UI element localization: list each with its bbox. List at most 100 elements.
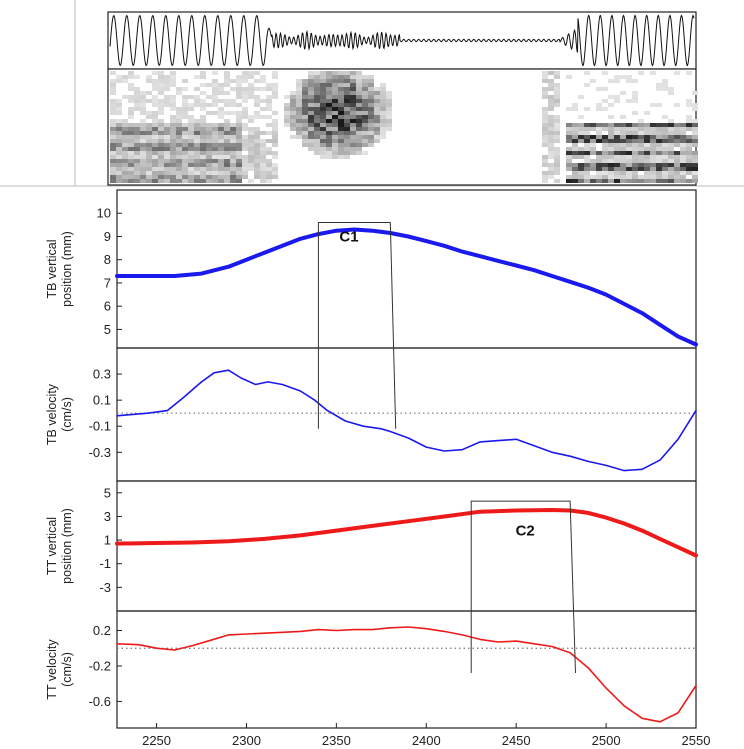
- spectrogram-cell: [254, 175, 260, 179]
- spectrogram-cell: [326, 135, 332, 139]
- spectrogram-cell: [242, 75, 248, 79]
- spectrogram-cell: [542, 175, 548, 179]
- spectrogram-cell: [140, 95, 146, 99]
- spectrogram-cell: [572, 151, 578, 155]
- spectrogram-cell: [332, 147, 338, 151]
- spectrogram-cell: [554, 103, 560, 107]
- spectrogram-cell: [110, 99, 116, 103]
- spectrogram-cell: [674, 167, 680, 171]
- spectrogram-cell: [200, 171, 206, 175]
- spectrogram-cell: [566, 175, 572, 179]
- spectrogram-cell: [122, 143, 128, 147]
- spectrogram-cell: [194, 95, 200, 99]
- spectrogram-cell: [116, 159, 122, 163]
- spectrogram-cell: [110, 175, 116, 179]
- spectrogram-cell: [260, 99, 266, 103]
- spectrogram-cell: [176, 159, 182, 163]
- spectrogram-cell: [128, 115, 134, 119]
- spectrogram-cell: [554, 87, 560, 91]
- spectrogram-cell: [362, 111, 368, 115]
- spectrogram-cell: [116, 111, 122, 115]
- spectrogram-cell: [290, 123, 296, 127]
- spectrogram-cell: [272, 131, 278, 135]
- spectrogram-cell: [182, 103, 188, 107]
- spectrogram-cell: [272, 127, 278, 131]
- spectrogram-cell: [680, 155, 686, 159]
- spectrogram-cell: [596, 127, 602, 131]
- spectrogram-cell: [668, 179, 674, 183]
- spectrogram-cell: [686, 163, 692, 167]
- spectrogram-cell: [374, 123, 380, 127]
- spectrogram-cell: [224, 131, 230, 135]
- spectrogram-cell: [146, 167, 152, 171]
- spectrogram-cell: [176, 163, 182, 167]
- spectrogram-cell: [188, 103, 194, 107]
- y-tick-label: 9: [104, 229, 111, 244]
- spectrogram-cell: [344, 95, 350, 99]
- y-tick-label: 6: [104, 299, 111, 314]
- spectrogram-cell: [674, 127, 680, 131]
- spectrogram-cell: [638, 143, 644, 147]
- spectrogram-cell: [116, 151, 122, 155]
- spectrogram-cell: [326, 111, 332, 115]
- spectrogram-cell: [656, 131, 662, 135]
- spectrogram-cell: [614, 139, 620, 143]
- spectrogram-cell: [326, 143, 332, 147]
- spectrogram-cell: [668, 87, 674, 91]
- spectrogram-cell: [686, 155, 692, 159]
- spectrogram-cell: [674, 139, 680, 143]
- spectrogram-cell: [368, 99, 374, 103]
- panel-tb_velocity: 0.3 0.1 -0.1 -0.3 TB velocity (cm/s): [45, 347, 697, 482]
- spectrogram-cell: [380, 87, 386, 91]
- spectrogram-cell: [554, 123, 560, 127]
- spectrogram-cell: [254, 139, 260, 143]
- spectrogram-cell: [650, 159, 656, 163]
- spectrogram-cell: [290, 99, 296, 103]
- spectrogram-cell: [140, 159, 146, 163]
- spectrogram-cell: [356, 115, 362, 119]
- y-axis-label: position (mm): [60, 508, 74, 584]
- spectrogram-cell: [230, 123, 236, 127]
- spectrogram-cell: [626, 135, 632, 139]
- spectrogram-cell: [308, 139, 314, 143]
- spectrogram-cell: [158, 99, 164, 103]
- spectrogram-cell: [362, 103, 368, 107]
- spectrogram-cell: [242, 87, 248, 91]
- spectrogram-cell: [548, 87, 554, 91]
- spectrogram-cell: [200, 131, 206, 135]
- spectrogram-cell: [134, 159, 140, 163]
- spectrogram-cell: [596, 123, 602, 127]
- spectrogram-cell: [176, 87, 182, 91]
- spectrogram-cell: [548, 139, 554, 143]
- spectrogram-cell: [590, 127, 596, 131]
- spectrogram-cell: [332, 79, 338, 83]
- spectrogram-cell: [272, 135, 278, 139]
- spectrogram-cell: [188, 139, 194, 143]
- spectrogram-cell: [620, 139, 626, 143]
- spectrogram-cell: [542, 79, 548, 83]
- spectrogram-cell: [200, 151, 206, 155]
- spectrogram-cell: [272, 143, 278, 147]
- spectrogram-cell: [170, 71, 176, 75]
- spectrogram-cell: [152, 135, 158, 139]
- spectrogram-cell: [548, 119, 554, 123]
- spectrogram-cell: [380, 135, 386, 139]
- spectrogram-cell: [116, 143, 122, 147]
- spectrogram-cell: [554, 179, 560, 183]
- spectrogram-cell: [644, 175, 650, 179]
- spectrogram-cell: [260, 175, 266, 179]
- spectrogram-cell: [554, 95, 560, 99]
- spectrogram-cell: [584, 127, 590, 131]
- spectrogram-cell: [644, 151, 650, 155]
- spectrogram-cell: [230, 87, 236, 91]
- spectrogram-cell: [320, 75, 326, 79]
- spectrogram-cell: [578, 95, 584, 99]
- spectrogram-cell: [212, 179, 218, 183]
- spectrogram-cell: [374, 103, 380, 107]
- y-axis-label: (cm/s): [60, 397, 74, 432]
- spectrogram-cell: [236, 171, 242, 175]
- spectrogram-cell: [680, 163, 686, 167]
- spectrogram-cell: [158, 155, 164, 159]
- spectrogram-cell: [554, 99, 560, 103]
- spectrogram-cell: [542, 155, 548, 159]
